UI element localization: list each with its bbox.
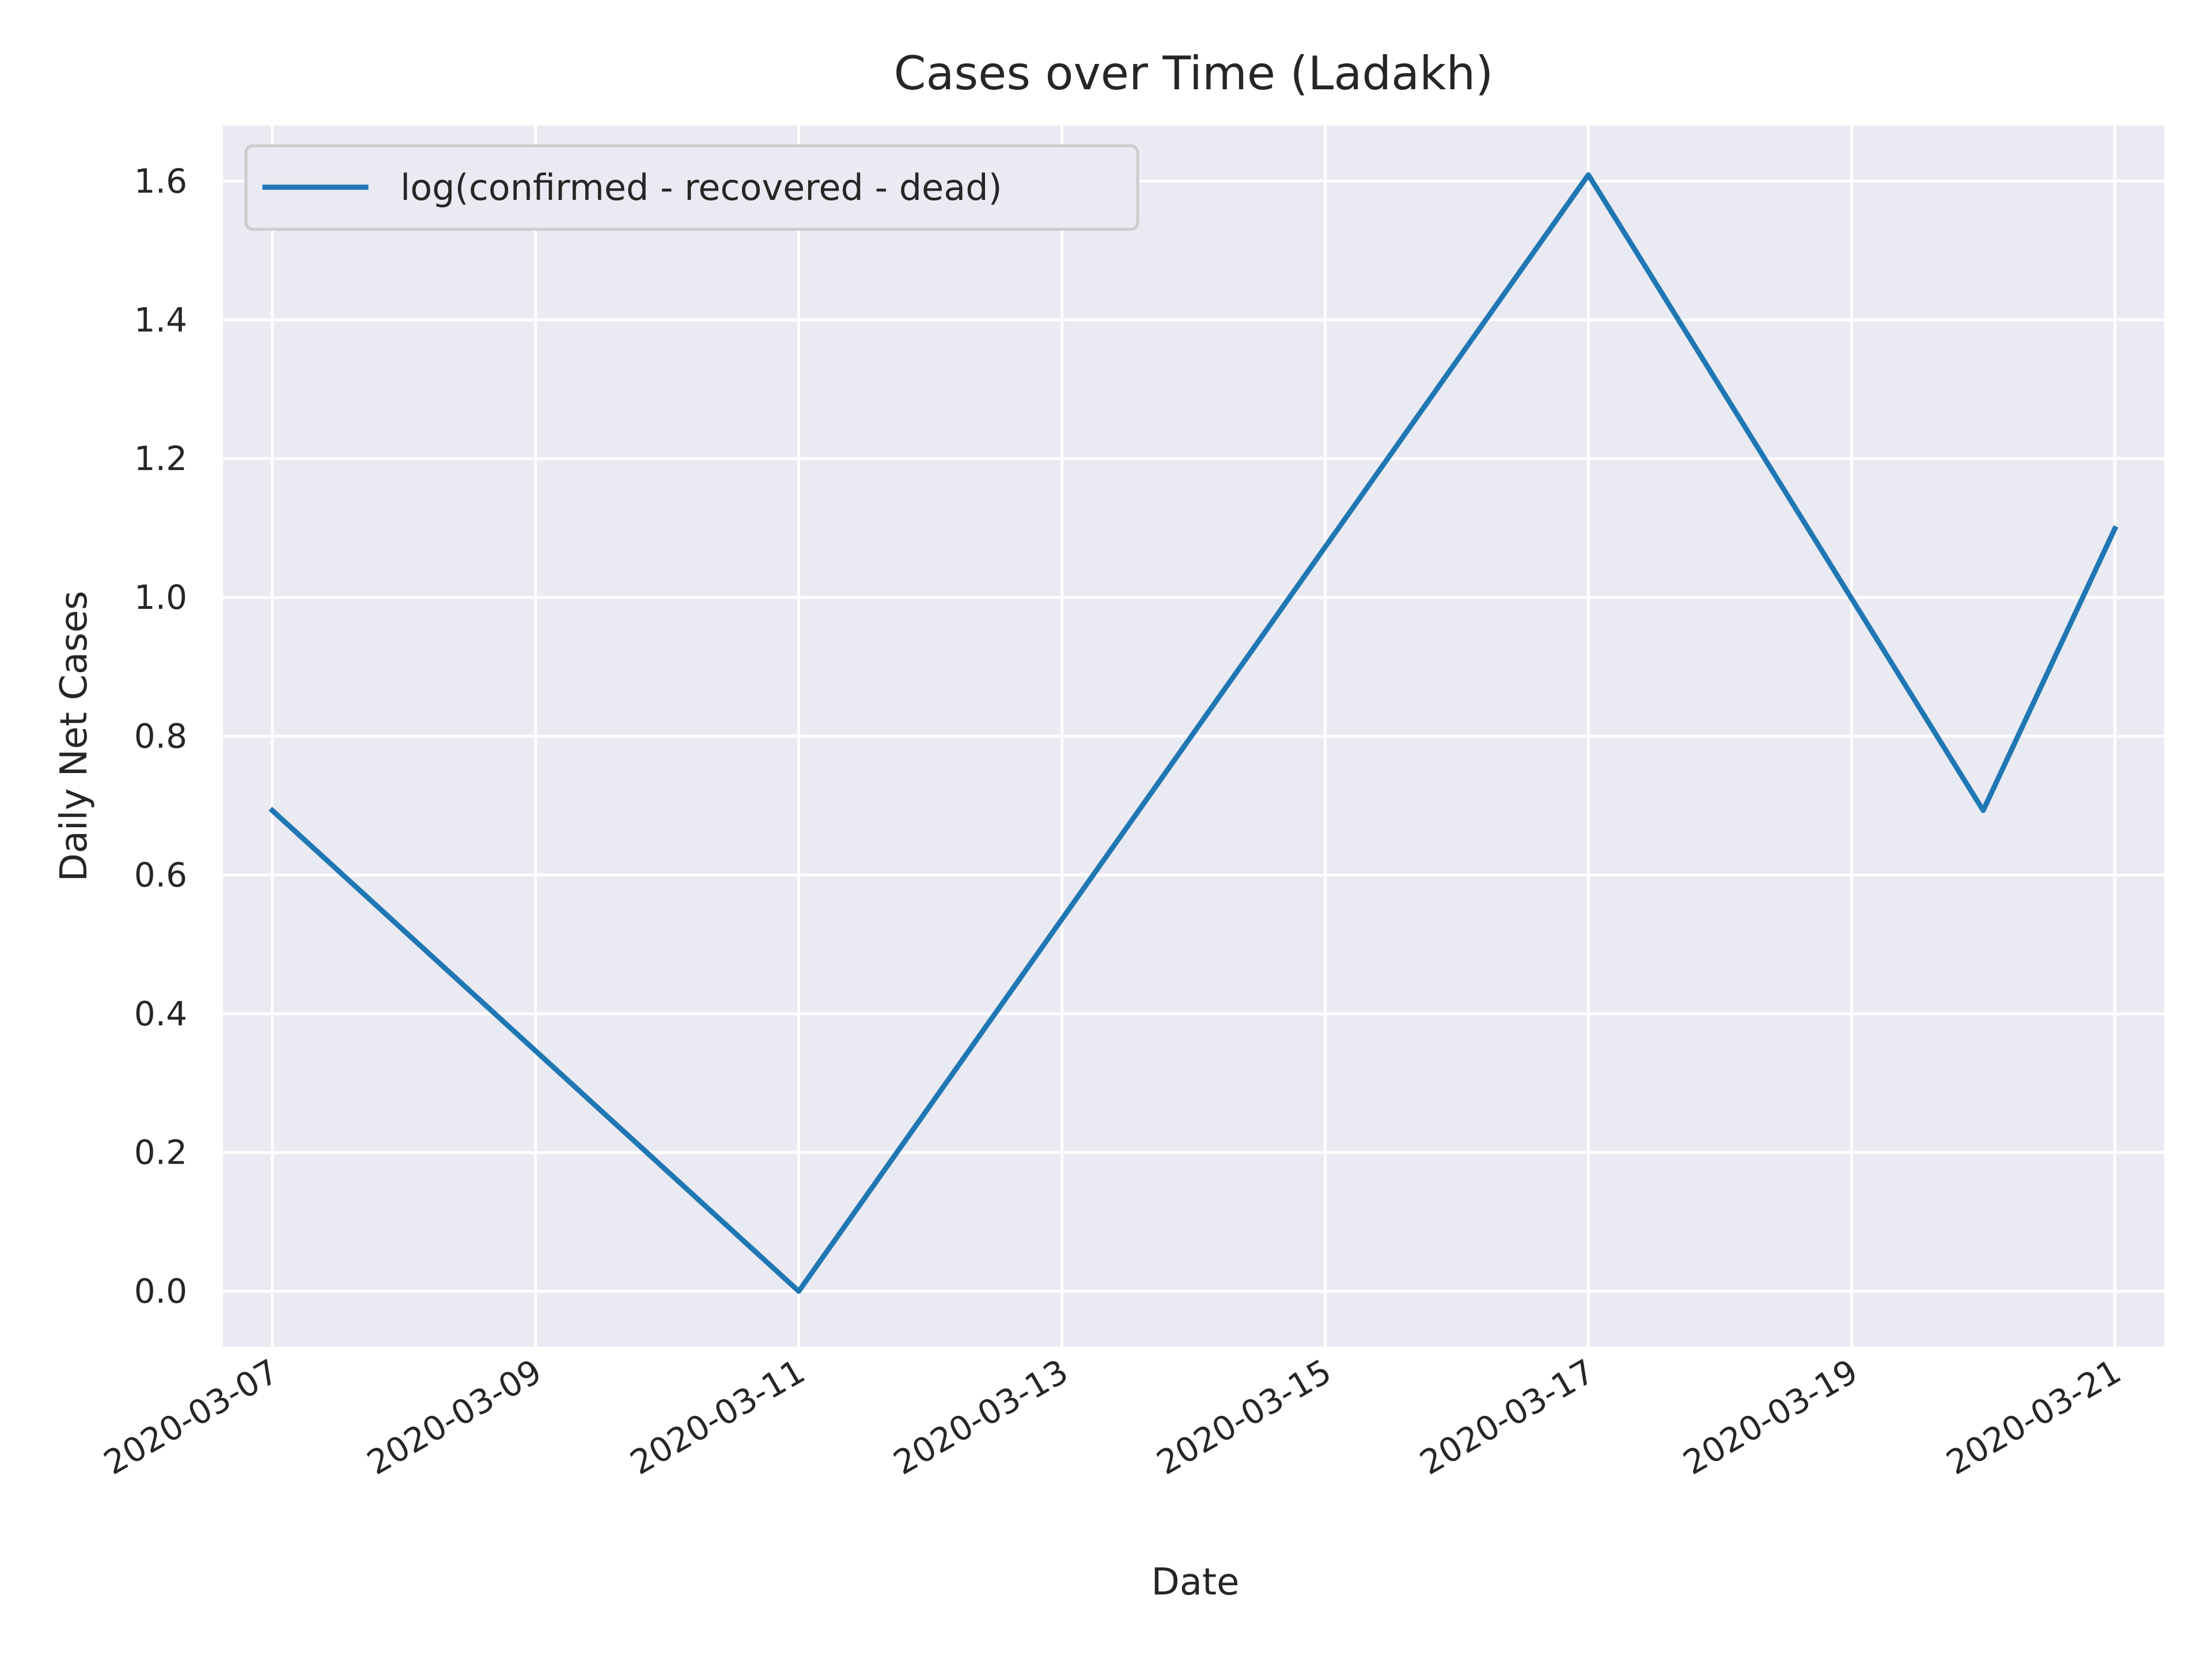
legend-label: log(confirmed - recovered - dead) xyxy=(400,166,1002,209)
legend: log(confirmed - recovered - dead) xyxy=(244,144,1139,231)
x-tick-label: 2020-03-21 xyxy=(1940,1351,2127,1482)
x-tick-labels: 2020-03-07 2020-03-09 2020-03-11 2020-03-13… xyxy=(97,1351,2128,1482)
legend-box xyxy=(244,144,1139,231)
x-tick-label: 2020-03-11 xyxy=(624,1351,812,1482)
y-axis-label: Daily Net Cases xyxy=(53,591,96,882)
x-tick-label: 2020-03-07 xyxy=(97,1351,285,1482)
y-tick-label: 1.6 xyxy=(134,161,187,200)
y-tick-label: 1.4 xyxy=(134,300,187,339)
y-tick-label: 0.2 xyxy=(134,1133,187,1172)
x-tick-label: 2020-03-17 xyxy=(1414,1351,1601,1482)
x-tick-label: 2020-03-09 xyxy=(361,1351,548,1482)
chart-title: Cases over Time (Ladakh) xyxy=(894,47,1494,100)
y-tick-label: 0.0 xyxy=(134,1272,187,1311)
x-axis-label: Date xyxy=(1152,1561,1240,1604)
y-tick-label: 1.0 xyxy=(134,578,187,617)
x-tick-label: 2020-03-13 xyxy=(887,1351,1075,1482)
y-tick-label: 1.2 xyxy=(134,439,187,478)
y-tick-label: 0.6 xyxy=(134,855,187,895)
series-layer xyxy=(268,172,2119,1294)
y-tick-labels: 0.0 0.2 0.4 0.6 0.8 1.0 1.2 1.4 1.6 xyxy=(134,161,187,1310)
x-tick-label: 2020-03-19 xyxy=(1676,1351,1864,1482)
y-tick-label: 0.8 xyxy=(134,717,187,756)
y-gridlines xyxy=(223,179,2164,1293)
y-tick-label: 0.4 xyxy=(134,994,187,1033)
x-tick-label: 2020-03-15 xyxy=(1150,1351,1338,1482)
